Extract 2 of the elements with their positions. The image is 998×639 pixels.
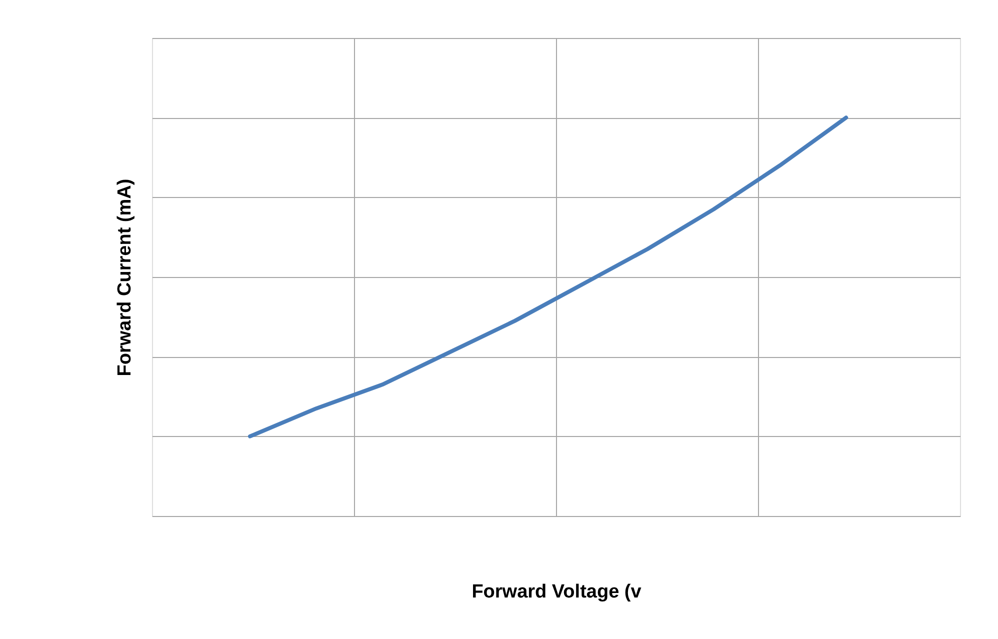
y-axis-title: Forward Current (mA): [114, 178, 136, 376]
x-axis-title: Forward Voltage (v: [472, 582, 642, 602]
